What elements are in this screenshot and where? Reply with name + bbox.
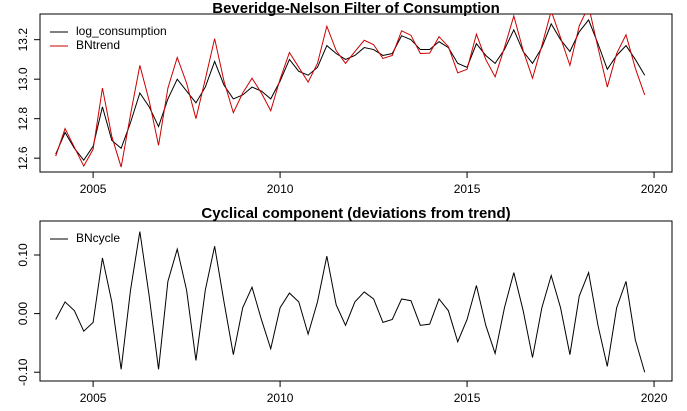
- plot-frame: [39, 13, 673, 173]
- y-tick-label: 13.0: [16, 67, 30, 91]
- y-tick-label: 13.2: [16, 28, 30, 52]
- x-tick-label: 2015: [454, 182, 481, 196]
- plot-frame: [39, 220, 673, 382]
- x-tick-label: 2010: [267, 182, 294, 196]
- chart-title: Cyclical component (deviations from tren…: [201, 205, 510, 222]
- legend-label: log_consumption: [76, 24, 167, 38]
- y-tick-label: -0.10: [16, 358, 30, 386]
- x-tick-label: 2015: [454, 391, 481, 405]
- x-tick-label: 2010: [267, 391, 294, 405]
- x-tick-label: 2020: [641, 182, 668, 196]
- chart-title: Beveridge-Nelson Filter of Consumption: [212, 0, 500, 17]
- legend-label: BNcycle: [76, 231, 120, 245]
- x-tick-label: 2005: [80, 391, 107, 405]
- y-tick-label: 12.8: [16, 107, 30, 131]
- x-tick-label: 2005: [80, 182, 107, 196]
- series-line: [55, 231, 646, 373]
- legend-label: BNtrend: [76, 38, 120, 52]
- x-tick-label: 2020: [641, 391, 668, 405]
- y-tick-label: 12.6: [16, 146, 30, 170]
- series-line: [55, 18, 646, 161]
- y-tick-label: 0.10: [16, 243, 30, 267]
- y-tick-label: 0.00: [16, 302, 30, 326]
- series-line: [55, 14, 646, 168]
